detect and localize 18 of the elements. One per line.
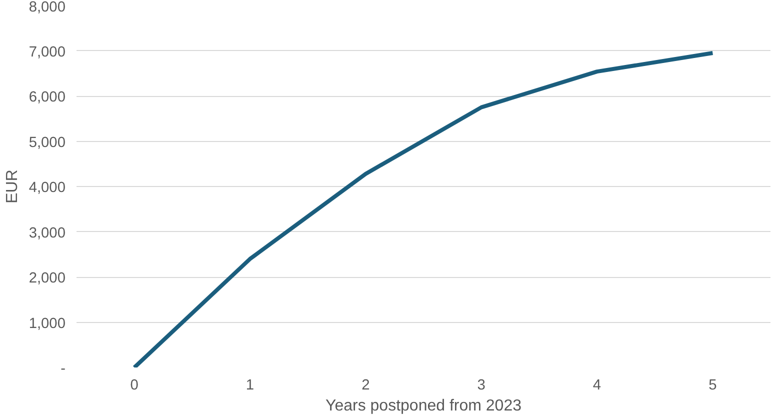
line-series — [132, 51, 715, 368]
y-tick-label: 6,000 — [28, 90, 66, 106]
x-tick-label: 0 — [130, 378, 138, 394]
y-tick-label: 8,000 — [28, 0, 66, 16]
x-axis-title: Years postponed from 2023 — [326, 398, 522, 414]
y-tick-label: - — [60, 361, 66, 377]
y-tick-label: 2,000 — [28, 270, 66, 286]
y-axis-title: EUR — [4, 170, 21, 204]
y-tick-label: 3,000 — [28, 225, 66, 242]
x-tick-label: 4 — [592, 378, 602, 394]
y-tick-label: 1,000 — [28, 316, 66, 332]
x-tick-label: 5 — [708, 378, 717, 394]
y-tick-label: 4,000 — [28, 180, 66, 196]
y-tick-label: 5,000 — [28, 134, 66, 151]
x-tick-label: 3 — [477, 378, 486, 394]
x-tick-label: 2 — [362, 378, 370, 394]
y-tick-label: 7,000 — [28, 44, 66, 60]
x-tick-label: 1 — [246, 378, 254, 394]
